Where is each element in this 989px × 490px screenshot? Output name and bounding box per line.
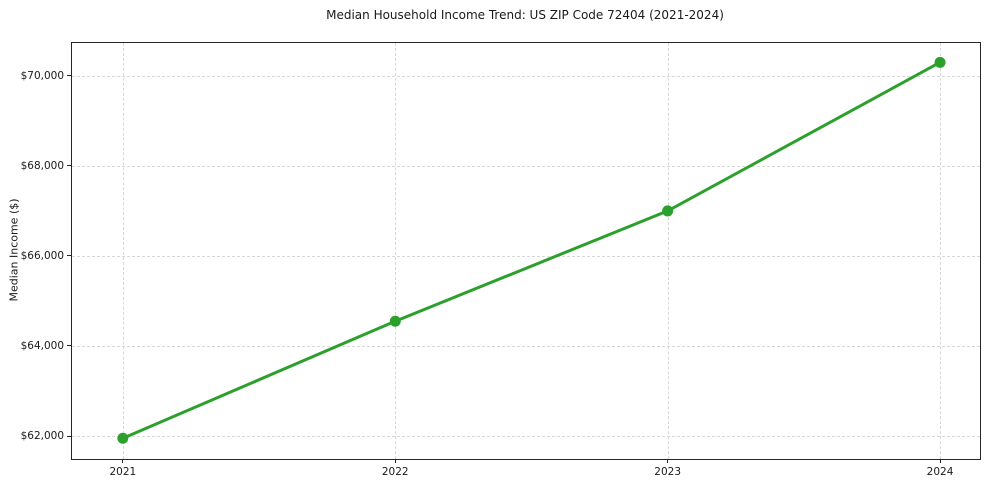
horizontal-gridline <box>72 255 980 257</box>
y-tick-label: $62,000 <box>20 430 64 443</box>
y-tick-label: $68,000 <box>20 159 64 172</box>
y-axis-tick <box>67 345 71 347</box>
line-series-svg <box>117 56 946 444</box>
x-axis-tick <box>939 459 941 463</box>
trend-line <box>121 60 942 440</box>
y-tick-label: $66,000 <box>20 249 64 262</box>
x-tick-label: 2023 <box>654 466 682 478</box>
data-point <box>389 315 401 327</box>
data-point <box>934 56 946 68</box>
y-axis-tick <box>67 165 71 167</box>
plot-area: $62,000 $64,000 $66,000 $68,000 $70,000 2021 2… <box>21 42 981 478</box>
vertical-gridline <box>122 43 124 459</box>
y-axis-tick <box>67 255 71 257</box>
vertical-gridline <box>940 43 942 459</box>
horizontal-gridline <box>72 75 980 77</box>
x-axis-tick <box>667 459 669 463</box>
data-point <box>117 432 129 444</box>
horizontal-gridline <box>72 436 980 438</box>
x-tick-label: 2022 <box>381 466 409 478</box>
y-axis-label: Median Income ($) <box>7 198 21 302</box>
y-axis-tick <box>67 435 71 437</box>
x-tick-label: 2021 <box>109 466 137 478</box>
y-tick-label: $70,000 <box>20 69 64 82</box>
horizontal-gridline <box>72 165 980 167</box>
y-axis-tick <box>67 75 71 77</box>
chart-title: Median Household Income Trend: US ZIP Co… <box>326 8 724 22</box>
x-axis-tick <box>394 459 396 463</box>
vertical-gridline <box>667 43 669 459</box>
y-tick-label: $64,000 <box>20 339 64 352</box>
x-tick-label: 2024 <box>926 466 954 478</box>
horizontal-gridline <box>72 345 980 347</box>
vertical-gridline <box>395 43 397 459</box>
x-axis-tick <box>122 459 124 463</box>
data-point <box>662 205 674 217</box>
